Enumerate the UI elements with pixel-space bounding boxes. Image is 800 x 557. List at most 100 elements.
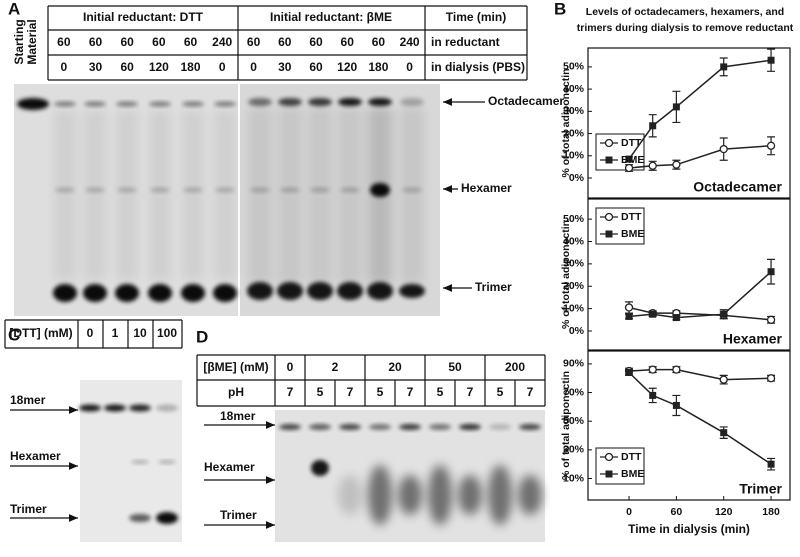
marker [720, 63, 728, 71]
cell-text: 180 [368, 60, 388, 74]
marker [672, 103, 680, 111]
marker [648, 365, 657, 374]
legend-label: DTT [621, 137, 642, 149]
marker [625, 155, 633, 163]
cell-text: 30 [89, 60, 103, 74]
cell-text: 60 [89, 35, 103, 49]
lane-smear [400, 108, 424, 283]
band [129, 514, 151, 522]
band [278, 98, 302, 106]
band [277, 282, 303, 300]
cell-text: 60 [152, 35, 166, 49]
cell-text: 5 [437, 385, 444, 399]
y-tick-label: 50% [563, 61, 585, 73]
panel-letter: C [8, 325, 20, 344]
cell-text: 0 [87, 326, 94, 340]
cell-text: 50 [448, 360, 462, 374]
marker [720, 429, 728, 437]
cell-text: 60 [309, 60, 323, 74]
lane-smear [84, 110, 106, 280]
cell-text: Initial reductant: βME [270, 10, 392, 24]
x-tick-label: 0 [626, 506, 632, 518]
band [337, 282, 363, 300]
band [370, 183, 390, 197]
band [429, 424, 451, 430]
band [115, 284, 139, 302]
plot-frame [587, 198, 791, 351]
band [149, 101, 171, 107]
marker [624, 303, 634, 312]
band [248, 98, 272, 106]
legend-marker [604, 452, 614, 462]
marker [766, 374, 776, 383]
marker [625, 368, 633, 376]
y-tick-label: 30% [563, 105, 585, 117]
cell-text: 60 [341, 35, 355, 49]
band [79, 404, 101, 412]
series-line [628, 59, 772, 160]
band [489, 424, 511, 430]
y-tick-label: 0% [569, 172, 585, 184]
legend-marker [605, 230, 613, 238]
side-label-line: Starting [12, 19, 26, 64]
cell-text: 0 [406, 60, 413, 74]
cell-text: 0 [287, 360, 294, 374]
cell-text: 120 [149, 60, 169, 74]
marker [766, 315, 776, 324]
cell-text: 0 [219, 60, 226, 74]
cell-text: 0 [60, 60, 67, 74]
legend-label: BME [621, 154, 644, 166]
cell-text: in reductant [431, 35, 500, 49]
marker [719, 144, 728, 154]
band [368, 98, 392, 106]
band [369, 424, 391, 430]
band [182, 101, 204, 107]
panel-letter: D [196, 327, 208, 346]
lane-smear [214, 110, 236, 280]
marker [649, 310, 657, 318]
smear [368, 465, 392, 525]
band [402, 187, 422, 193]
cell-text: 200 [505, 360, 525, 374]
band [84, 101, 106, 107]
panel-letter: B [554, 0, 566, 18]
cell-text: pH [228, 385, 244, 399]
cell-text: 10 [133, 326, 147, 340]
cell-text: Time (min) [446, 10, 506, 24]
cell-text: in dialysis (PBS) [431, 60, 525, 74]
cell-text: 0 [250, 60, 257, 74]
series-line [628, 371, 772, 465]
band [399, 284, 425, 298]
cell-text: 7 [407, 385, 414, 399]
band [309, 424, 331, 430]
legend-label: DTT [621, 451, 642, 463]
lane-smear [182, 110, 204, 280]
band-label: Trimer [220, 508, 257, 522]
y-axis-label: % of total adiponectin [560, 220, 572, 329]
cell-text: 100 [157, 326, 177, 340]
marker [624, 163, 634, 173]
marker [767, 56, 775, 64]
band [247, 282, 273, 300]
y-tick-label: 30% [563, 444, 585, 456]
y-axis-label: % of total adiponectin [560, 371, 572, 480]
band [310, 187, 330, 193]
legend-marker [604, 138, 614, 148]
band [279, 424, 301, 430]
legend-label: DTT [621, 211, 642, 223]
cell-text: 7 [347, 385, 354, 399]
cell-text: 7 [467, 385, 474, 399]
cell-text: 5 [497, 385, 504, 399]
band [307, 282, 333, 300]
band [311, 460, 329, 476]
cell-text: 120 [337, 60, 357, 74]
y-tick-label: 50% [563, 213, 585, 225]
band [367, 282, 393, 300]
plot-frame [587, 47, 791, 199]
cell-text: [DTT] (mM) [9, 326, 72, 340]
band [53, 284, 77, 302]
band [83, 284, 107, 302]
band-label: Octadecamer [488, 94, 564, 108]
band [213, 284, 237, 302]
y-tick-label: 30% [563, 258, 585, 270]
